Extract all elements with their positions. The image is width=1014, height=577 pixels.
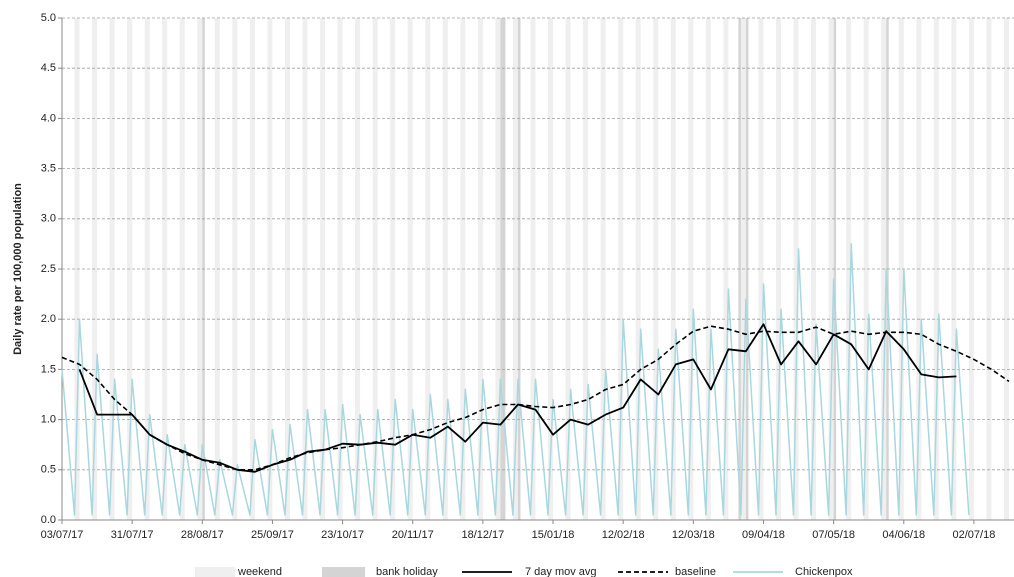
weekend-band	[477, 18, 483, 520]
y-tick-label: 3.5	[41, 163, 56, 175]
weekend-band	[407, 18, 413, 520]
series-line	[61, 325, 1010, 471]
weekend-band	[618, 18, 624, 520]
x-tick-label: 31/07/17	[111, 529, 154, 541]
legend-swatch	[322, 567, 365, 577]
y-tick-label: 0.0	[41, 514, 56, 526]
legend-label: 7 day mov avg	[525, 566, 597, 577]
weekend-band	[863, 18, 869, 520]
y-tick-label: 4.0	[41, 112, 56, 124]
legend-label: bank holiday	[376, 566, 438, 577]
y-tick-label: 4.5	[41, 62, 56, 74]
y-tick-label: 3.0	[41, 213, 56, 225]
y-tick-label: 2.5	[41, 263, 56, 275]
x-tick-label: 07/05/18	[812, 529, 855, 541]
weekend-band	[723, 18, 729, 520]
legend-label: weekend	[237, 566, 282, 577]
weekend-band	[302, 18, 308, 520]
x-tick-label: 18/12/17	[461, 529, 504, 541]
x-tick-label: 12/02/18	[602, 529, 645, 541]
y-tick-label: 0.5	[41, 464, 56, 476]
weekend-band	[583, 18, 589, 520]
x-tick-label: 23/10/17	[321, 529, 364, 541]
weekend-band	[898, 18, 904, 520]
weekend-band	[372, 18, 378, 520]
weekend-band	[1003, 18, 1009, 520]
y-tick-label: 2.0	[41, 313, 56, 325]
weekend-band	[968, 18, 974, 520]
series-line	[61, 243, 970, 516]
x-tick-label: 04/06/18	[882, 529, 925, 541]
x-tick-label: 20/11/17	[392, 529, 434, 541]
y-tick-label: 1.5	[41, 363, 56, 375]
legend-label: Chickenpox	[795, 566, 853, 577]
weekend-band	[793, 18, 799, 520]
weekend-band	[512, 18, 518, 520]
weekend-band	[442, 18, 448, 520]
x-tick-label: 25/09/17	[251, 529, 294, 541]
weekend-band	[688, 18, 694, 520]
weekend-band	[337, 18, 343, 520]
x-tick-label: 15/01/18	[532, 529, 575, 541]
y-tick-label: 5.0	[41, 12, 56, 24]
weekend-band	[758, 18, 764, 520]
weekend-band	[653, 18, 659, 520]
x-tick-label: 09/04/18	[742, 529, 785, 541]
weekend-band	[548, 18, 554, 520]
x-tick-label: 02/07/18	[953, 529, 996, 541]
bank-holiday-band	[500, 18, 503, 520]
y-tick-label: 1.0	[41, 414, 56, 426]
x-tick-label: 03/07/17	[41, 529, 84, 541]
weekend-band	[933, 18, 939, 520]
legend-label: baseline	[675, 566, 716, 577]
legend-swatch	[195, 567, 235, 577]
x-tick-label: 12/03/18	[672, 529, 715, 541]
series-line	[78, 323, 957, 473]
weekend-band	[828, 18, 834, 520]
x-tick-label: 28/08/17	[181, 529, 224, 541]
y-axis-label: Daily rate per 100,000 population	[12, 183, 24, 355]
